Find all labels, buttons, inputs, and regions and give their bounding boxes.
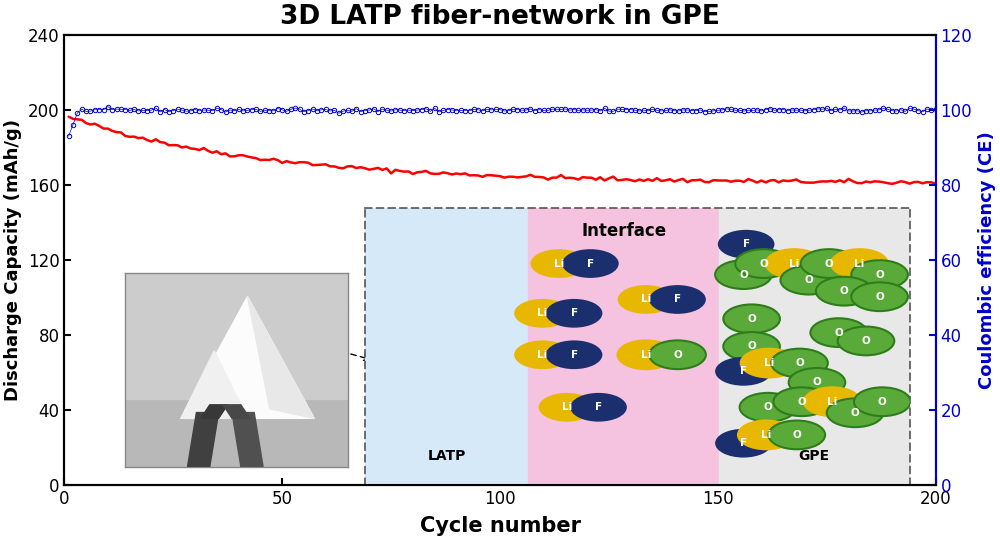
- Y-axis label: Coulombic efficiency (CE): Coulombic efficiency (CE): [978, 131, 996, 389]
- Y-axis label: Discharge Capacity (mAh/g): Discharge Capacity (mAh/g): [4, 119, 22, 401]
- Title: 3D LATP fiber-network in GPE: 3D LATP fiber-network in GPE: [280, 4, 720, 30]
- X-axis label: Cycle number: Cycle number: [420, 516, 580, 536]
